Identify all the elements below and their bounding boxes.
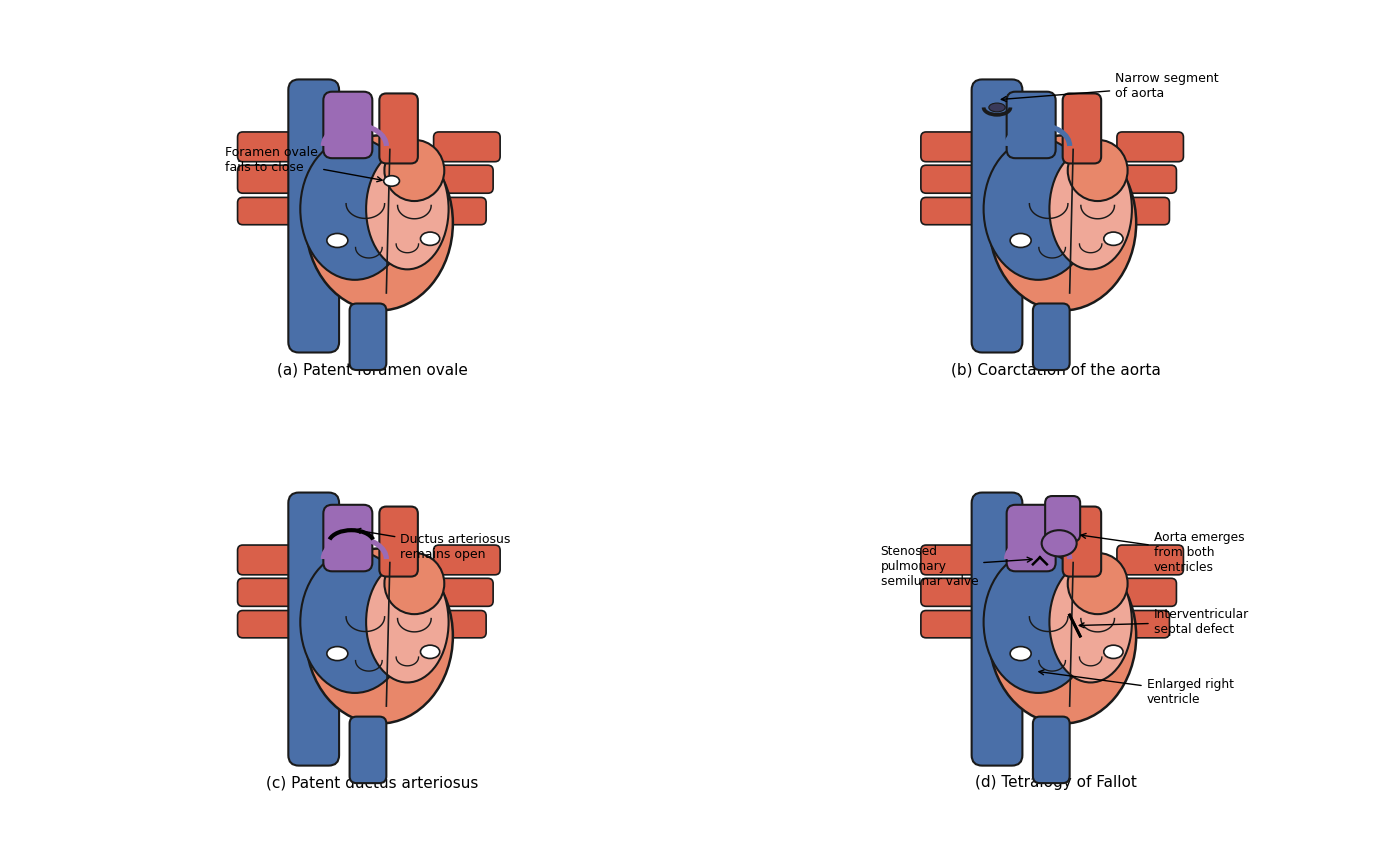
- Ellipse shape: [420, 645, 440, 659]
- Ellipse shape: [305, 549, 452, 723]
- FancyBboxPatch shape: [1033, 717, 1070, 783]
- Ellipse shape: [1103, 645, 1123, 659]
- FancyBboxPatch shape: [1063, 93, 1102, 164]
- Text: Interventricular
septal defect: Interventricular septal defect: [1079, 608, 1249, 636]
- FancyBboxPatch shape: [1117, 165, 1176, 193]
- Text: Stenosed
pulmonary
semilunar valve: Stenosed pulmonary semilunar valve: [881, 544, 1032, 588]
- Ellipse shape: [990, 136, 1137, 310]
- FancyBboxPatch shape: [1117, 611, 1169, 638]
- FancyBboxPatch shape: [434, 198, 486, 225]
- Ellipse shape: [1068, 553, 1127, 614]
- Ellipse shape: [384, 176, 399, 187]
- Ellipse shape: [305, 136, 452, 310]
- Text: (b) Coarctation of the aorta: (b) Coarctation of the aorta: [951, 362, 1161, 377]
- FancyBboxPatch shape: [434, 132, 500, 162]
- FancyBboxPatch shape: [434, 611, 486, 638]
- FancyBboxPatch shape: [1117, 545, 1183, 575]
- Ellipse shape: [326, 233, 347, 248]
- Ellipse shape: [1050, 148, 1133, 270]
- FancyBboxPatch shape: [434, 578, 493, 606]
- Ellipse shape: [1011, 233, 1032, 248]
- Ellipse shape: [984, 138, 1092, 280]
- FancyBboxPatch shape: [1046, 496, 1081, 542]
- FancyBboxPatch shape: [921, 578, 991, 606]
- Text: (d) Tetralogy of Fallot: (d) Tetralogy of Fallot: [974, 775, 1137, 790]
- Ellipse shape: [420, 232, 440, 245]
- Ellipse shape: [367, 148, 448, 270]
- Ellipse shape: [988, 103, 1005, 112]
- Ellipse shape: [326, 646, 347, 661]
- FancyBboxPatch shape: [921, 165, 991, 193]
- Ellipse shape: [1050, 561, 1133, 683]
- Text: Enlarged right
ventricle: Enlarged right ventricle: [1039, 670, 1233, 706]
- Text: Narrow segment
of aorta: Narrow segment of aorta: [1001, 72, 1219, 102]
- FancyBboxPatch shape: [238, 198, 301, 225]
- FancyBboxPatch shape: [1063, 506, 1102, 577]
- FancyBboxPatch shape: [238, 611, 301, 638]
- Text: Aorta emerges
from both
ventricles: Aorta emerges from both ventricles: [1081, 531, 1245, 573]
- FancyBboxPatch shape: [1117, 198, 1169, 225]
- FancyBboxPatch shape: [972, 493, 1022, 766]
- Ellipse shape: [1042, 530, 1077, 556]
- FancyBboxPatch shape: [350, 304, 386, 370]
- Text: (c) Patent ductus arteriosus: (c) Patent ductus arteriosus: [266, 775, 479, 790]
- Text: Foramen ovale
fails to close: Foramen ovale fails to close: [225, 146, 382, 181]
- Text: Ductus arteriosus
remains open: Ductus arteriosus remains open: [356, 528, 511, 561]
- FancyBboxPatch shape: [238, 132, 315, 162]
- FancyBboxPatch shape: [434, 545, 500, 575]
- FancyBboxPatch shape: [238, 165, 308, 193]
- Ellipse shape: [300, 551, 409, 693]
- FancyBboxPatch shape: [323, 505, 372, 572]
- FancyBboxPatch shape: [1117, 578, 1176, 606]
- Ellipse shape: [1068, 140, 1127, 201]
- FancyBboxPatch shape: [238, 545, 315, 575]
- Text: (a) Patent foramen ovale: (a) Patent foramen ovale: [277, 362, 468, 377]
- FancyBboxPatch shape: [972, 80, 1022, 353]
- FancyBboxPatch shape: [434, 165, 493, 193]
- FancyBboxPatch shape: [921, 611, 984, 638]
- Ellipse shape: [990, 549, 1137, 723]
- FancyBboxPatch shape: [1033, 304, 1070, 370]
- Ellipse shape: [1011, 646, 1032, 661]
- FancyBboxPatch shape: [350, 717, 386, 783]
- FancyBboxPatch shape: [1007, 92, 1056, 159]
- FancyBboxPatch shape: [323, 92, 372, 159]
- FancyBboxPatch shape: [238, 578, 308, 606]
- FancyBboxPatch shape: [921, 545, 998, 575]
- FancyBboxPatch shape: [1007, 505, 1056, 572]
- FancyBboxPatch shape: [921, 132, 998, 162]
- Ellipse shape: [385, 140, 444, 201]
- FancyBboxPatch shape: [379, 93, 417, 164]
- Ellipse shape: [984, 551, 1092, 693]
- Ellipse shape: [1103, 232, 1123, 245]
- FancyBboxPatch shape: [379, 506, 417, 577]
- FancyBboxPatch shape: [288, 80, 339, 353]
- FancyBboxPatch shape: [288, 493, 339, 766]
- Ellipse shape: [385, 553, 444, 614]
- Ellipse shape: [300, 138, 409, 280]
- FancyBboxPatch shape: [921, 198, 984, 225]
- Ellipse shape: [367, 561, 448, 683]
- FancyBboxPatch shape: [1117, 132, 1183, 162]
